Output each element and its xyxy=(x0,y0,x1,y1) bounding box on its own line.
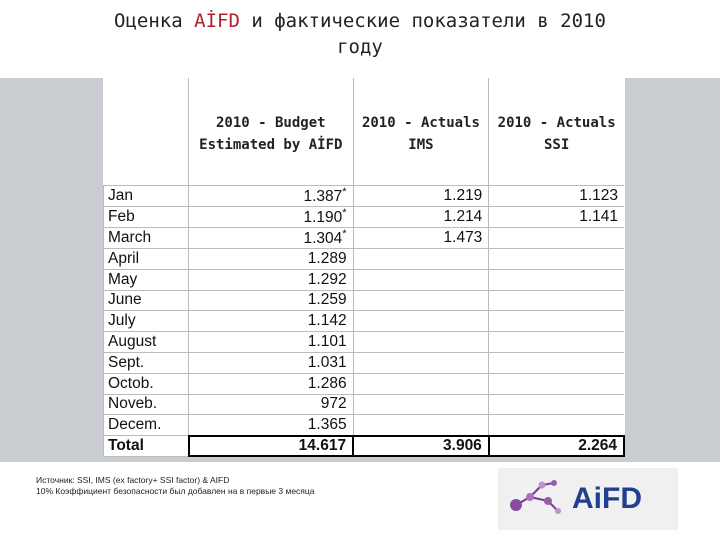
total-label: Total xyxy=(103,435,189,457)
table-row: Noveb. 972 xyxy=(103,394,624,416)
ims-cell xyxy=(352,331,489,353)
month-cell: June xyxy=(103,290,189,312)
ims-cell xyxy=(352,373,489,395)
title-brand: AİFD xyxy=(194,10,240,32)
ims-cell xyxy=(352,414,489,437)
ssi-cell xyxy=(488,248,624,270)
ssi-cell: 1.123 xyxy=(488,185,624,207)
month-cell: April xyxy=(103,248,189,270)
ssi-cell xyxy=(488,310,624,333)
ssi-cell xyxy=(488,290,624,312)
ssi-cell xyxy=(488,331,624,353)
slide-title: Оценка AİFD и фактические показатели в 2… xyxy=(0,8,720,60)
header-budget-line1: 2010 - Budget xyxy=(216,115,326,131)
source-note: Источник: SSI, IMS (ex factory+ SSI fact… xyxy=(36,475,230,485)
safety-note: 10% Коэффициент безопасности был добавле… xyxy=(36,486,315,496)
aifd-logo: AiFD xyxy=(498,468,678,530)
ims-cell xyxy=(352,352,489,374)
header-budget-line2: Estimated by AİFD xyxy=(199,137,343,153)
month-cell: Octob. xyxy=(103,373,189,395)
ims-cell xyxy=(352,310,489,333)
ssi-cell xyxy=(488,352,624,374)
table-row: July 1.142 xyxy=(103,310,624,333)
table-row: April 1.289 xyxy=(103,248,624,270)
budget-cell: 1.286 xyxy=(188,373,354,395)
header-ims: 2010 - Actuals IMS xyxy=(352,78,489,186)
budget-cell: 1.387* xyxy=(188,185,354,207)
ssi-cell xyxy=(488,269,624,291)
ims-cell xyxy=(352,394,489,416)
title-part2: и фактические показатели в 2010 xyxy=(239,10,606,32)
total-ssi: 2.264 xyxy=(487,434,626,458)
table-row: August 1.101 xyxy=(103,331,624,353)
table-row: Jan 1.387* 1.219 1.123 xyxy=(103,185,624,207)
ssi-cell: 1.141 xyxy=(488,206,624,228)
title-part1: Оценка xyxy=(114,10,195,32)
table-row: March 1.304* 1.473 xyxy=(103,227,624,249)
month-cell: May xyxy=(103,269,189,291)
month-cell: Sept. xyxy=(103,352,189,374)
total-row: Total 14.617 3.906 2.264 xyxy=(103,434,626,458)
month-cell: Decem. xyxy=(103,414,189,437)
table-row: Octob. 1.286 xyxy=(103,373,624,395)
header-budget: 2010 - Budget Estimated by AİFD xyxy=(188,78,354,186)
header-ims-line1: 2010 - Actuals xyxy=(361,115,480,131)
table-row: Decem. 1.365 xyxy=(103,414,624,437)
title-line2: году xyxy=(337,36,383,58)
budget-table-container: 2010 - Budget Estimated by AİFD 2010 - A… xyxy=(103,78,626,458)
budget-cell: 972 xyxy=(188,394,354,416)
budget-cell: 1.031 xyxy=(188,352,354,374)
table-row: Feb 1.190* 1.214 1.141 xyxy=(103,206,624,228)
header-blank xyxy=(103,78,189,186)
month-cell: August xyxy=(103,331,189,353)
budget-cell: 1.259 xyxy=(188,290,354,312)
budget-cell: 1.304* xyxy=(188,227,354,249)
month-cell: Jan xyxy=(103,185,189,207)
budget-table: 2010 - Budget Estimated by AİFD 2010 - A… xyxy=(103,78,626,458)
table-body: Jan 1.387* 1.219 1.123 Feb 1.190* 1.214 … xyxy=(103,185,626,458)
ssi-cell xyxy=(488,227,624,249)
budget-cell: 1.142 xyxy=(188,310,354,333)
ssi-cell xyxy=(488,373,624,395)
header-row: 2010 - Budget Estimated by AİFD 2010 - A… xyxy=(103,78,624,186)
ims-cell: 1.214 xyxy=(352,206,489,228)
budget-cell: 1.190* xyxy=(188,206,354,228)
table-row: Sept. 1.031 xyxy=(103,352,624,374)
total-budget: 14.617 xyxy=(187,434,355,458)
molecule-icon xyxy=(508,475,566,523)
month-cell: Feb xyxy=(103,206,189,228)
budget-cell: 1.292 xyxy=(188,269,354,291)
header-ims-line2: IMS xyxy=(408,137,434,153)
total-ims: 3.906 xyxy=(352,434,490,458)
budget-cell: 1.101 xyxy=(188,331,354,353)
ims-cell: 1.219 xyxy=(352,185,489,207)
footer-note: Источник: SSI, IMS (ex factory+ SSI fact… xyxy=(36,475,356,497)
budget-cell: 1.289 xyxy=(188,248,354,270)
table-row: May 1.292 xyxy=(103,269,624,291)
month-cell: July xyxy=(103,310,189,333)
header-ssi-line2: SSI xyxy=(544,137,570,153)
header-ssi: 2010 - Actuals SSI xyxy=(488,78,624,186)
ssi-cell xyxy=(488,394,624,416)
budget-cell: 1.365 xyxy=(188,414,354,437)
ims-cell xyxy=(352,269,489,291)
ssi-cell xyxy=(488,414,624,437)
month-cell: Noveb. xyxy=(103,394,189,416)
ims-cell xyxy=(352,248,489,270)
ims-cell xyxy=(352,290,489,312)
table-row: June 1.259 xyxy=(103,290,624,312)
header-ssi-line1: 2010 - Actuals xyxy=(497,115,616,131)
month-cell: March xyxy=(103,227,189,249)
logo-text: AiFD xyxy=(572,482,642,515)
ims-cell: 1.473 xyxy=(352,227,489,249)
